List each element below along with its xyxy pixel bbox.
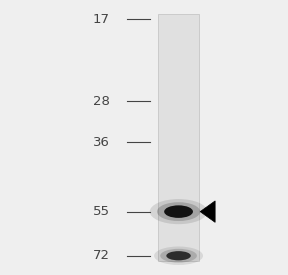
Ellipse shape (160, 249, 197, 263)
Ellipse shape (157, 202, 200, 221)
Text: 72: 72 (92, 249, 109, 262)
Text: 55: 55 (92, 205, 109, 218)
Text: 28: 28 (92, 95, 109, 108)
Ellipse shape (150, 199, 207, 224)
Ellipse shape (166, 251, 191, 260)
Polygon shape (200, 201, 215, 222)
Ellipse shape (164, 205, 193, 218)
Ellipse shape (154, 246, 203, 265)
Text: 36: 36 (92, 136, 109, 149)
Text: 17: 17 (92, 13, 109, 26)
Bar (158, 14, 199, 261)
